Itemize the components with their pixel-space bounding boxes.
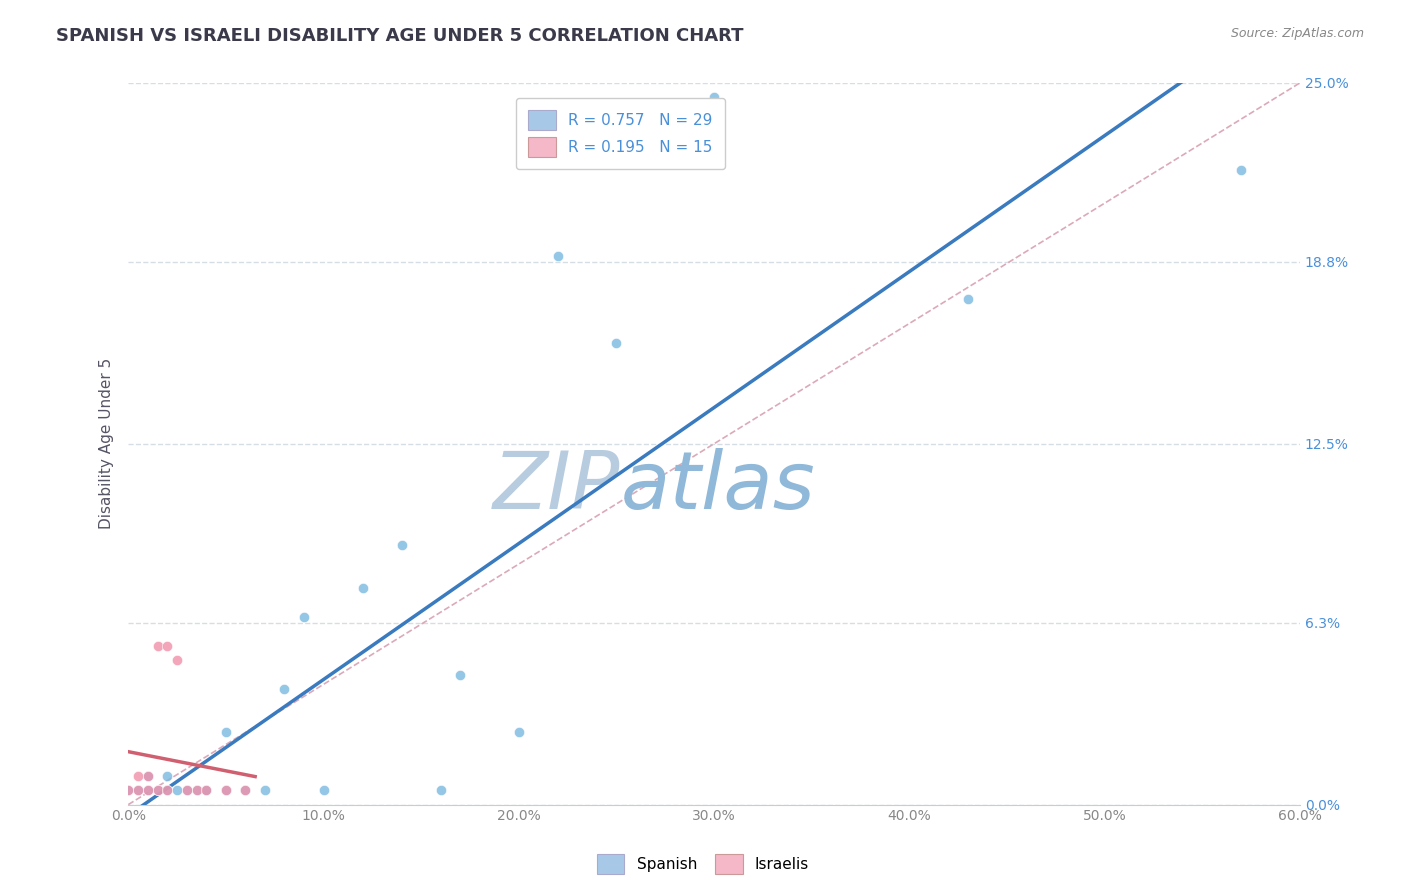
Point — [146, 783, 169, 797]
Point — [156, 783, 179, 797]
Point — [127, 769, 149, 783]
Point — [1230, 162, 1253, 177]
Point — [253, 783, 276, 797]
Point — [176, 783, 198, 797]
Point — [176, 783, 198, 797]
Point — [449, 667, 471, 681]
Point — [956, 293, 979, 307]
Point — [156, 783, 179, 797]
Point — [166, 653, 188, 667]
Point — [215, 783, 238, 797]
Point — [136, 769, 159, 783]
Point — [117, 783, 139, 797]
Point — [186, 783, 208, 797]
Point — [605, 335, 627, 350]
Point — [312, 783, 335, 797]
Point — [156, 639, 179, 653]
Point — [195, 783, 218, 797]
Point — [391, 538, 413, 552]
Text: ZIP: ZIP — [494, 448, 620, 526]
Legend: R = 0.757   N = 29, R = 0.195   N = 15: R = 0.757 N = 29, R = 0.195 N = 15 — [516, 98, 724, 169]
Point — [215, 783, 238, 797]
Legend: Spanish, Israelis: Spanish, Israelis — [591, 848, 815, 880]
Point — [186, 783, 208, 797]
Point — [547, 249, 569, 263]
Point — [273, 682, 295, 697]
Point — [136, 769, 159, 783]
Point — [235, 783, 257, 797]
Point — [117, 783, 139, 797]
Point — [195, 783, 218, 797]
Point — [215, 725, 238, 739]
Point — [136, 783, 159, 797]
Point — [508, 725, 530, 739]
Text: Source: ZipAtlas.com: Source: ZipAtlas.com — [1230, 27, 1364, 40]
Point — [235, 783, 257, 797]
Point — [136, 783, 159, 797]
Point — [429, 783, 451, 797]
Point — [156, 769, 179, 783]
Point — [703, 90, 725, 104]
Point — [127, 783, 149, 797]
Point — [127, 783, 149, 797]
Text: SPANISH VS ISRAELI DISABILITY AGE UNDER 5 CORRELATION CHART: SPANISH VS ISRAELI DISABILITY AGE UNDER … — [56, 27, 744, 45]
Point — [292, 610, 315, 624]
Point — [146, 783, 169, 797]
Point — [166, 783, 188, 797]
Y-axis label: Disability Age Under 5: Disability Age Under 5 — [100, 359, 114, 530]
Point — [352, 581, 374, 595]
Point — [146, 639, 169, 653]
Text: atlas: atlas — [620, 448, 815, 526]
Point — [195, 783, 218, 797]
